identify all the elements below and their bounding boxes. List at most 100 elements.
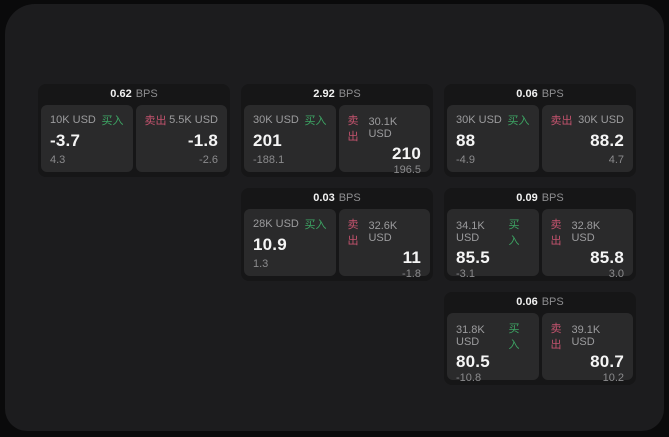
sell-amount: 32.8K USD	[571, 220, 601, 244]
bps-unit-label: BPS	[338, 88, 361, 100]
card-panels: 28K USD 买入 10.9 1.3 卖出 32.6K USD 11 -1.8	[244, 209, 430, 280]
sell-panel[interactable]: 卖出 30.1K USD 210 196.5	[338, 105, 430, 176]
buy-change: -3.1	[456, 268, 475, 280]
buy-price: 88	[456, 131, 476, 150]
quote-card-grid: 0.62 BPS 10K USD 买入 -3.7 4.3 卖出 5.5K USD	[38, 84, 636, 385]
buy-label: 买入	[101, 115, 124, 127]
buy-amount: 30K USD	[253, 114, 299, 126]
sell-panel-header: 卖出 30K USD	[551, 112, 625, 128]
sell-amount: 39.1K USD	[571, 324, 601, 348]
buy-price: 201	[253, 131, 282, 150]
buy-change: -4.9	[456, 154, 475, 166]
sell-panel[interactable]: 卖出 32.6K USD 11 -1.8	[338, 209, 430, 280]
buy-panel-header: 34.1K USD 买入	[456, 216, 530, 248]
buy-panel[interactable]: 28K USD 买入 10.9 1.3	[244, 209, 336, 276]
bps-value: 0.03	[313, 192, 335, 204]
buy-panel-header: 30K USD 买入	[456, 112, 530, 128]
quote-card: 0.09 BPS 34.1K USD 买入 85.5 -3.1 卖出 32.8K…	[444, 188, 636, 281]
app-window: 0.62 BPS 10K USD 买入 -3.7 4.3 卖出 5.5K USD	[5, 4, 664, 431]
sell-change: -2.6	[199, 154, 218, 166]
sell-label: 卖出	[550, 115, 573, 127]
sell-label: 卖出	[550, 219, 562, 247]
buy-panel-header: 28K USD 买入	[253, 216, 327, 232]
sell-change: 4.7	[608, 154, 624, 166]
bps-value: 0.62	[110, 88, 132, 100]
buy-price: 80.5	[456, 352, 490, 371]
buy-change: 1.3	[253, 258, 269, 270]
sell-change: -1.8	[402, 268, 421, 280]
buy-amount: 31.8K USD	[456, 324, 485, 348]
sell-panel[interactable]: 卖出 39.1K USD 80.7 10.2	[541, 313, 633, 384]
buy-panel[interactable]: 10K USD 买入 -3.7 4.3	[41, 105, 133, 172]
bps-value: 0.06	[516, 296, 538, 308]
bps-unit-label: BPS	[135, 88, 158, 100]
sell-price: -1.8	[187, 131, 218, 150]
card-header: 0.03 BPS	[244, 188, 430, 209]
sell-label: 卖出	[550, 323, 562, 351]
buy-amount: 10K USD	[50, 114, 96, 126]
buy-change: -188.1	[253, 154, 285, 166]
quote-card: 0.03 BPS 28K USD 买入 10.9 1.3 卖出 32.6K US…	[241, 188, 433, 281]
buy-change: -10.8	[456, 372, 482, 384]
sell-change: 10.2	[602, 372, 624, 384]
buy-panel[interactable]: 30K USD 买入 201 -188.1	[244, 105, 336, 172]
sell-price: 85.8	[590, 248, 624, 267]
bps-unit-label: BPS	[541, 192, 564, 204]
card-panels: 10K USD 买入 -3.7 4.3 卖出 5.5K USD -1.8 -2.…	[41, 105, 227, 172]
buy-panel-header: 30K USD 买入	[253, 112, 327, 128]
sell-price: 80.7	[590, 352, 624, 371]
sell-panel[interactable]: 卖出 32.8K USD 85.8 3.0	[541, 209, 633, 280]
card-header: 2.92 BPS	[244, 84, 430, 105]
card-panels: 30K USD 买入 201 -188.1 卖出 30.1K USD 210 1…	[244, 105, 430, 176]
sell-panel[interactable]: 卖出 30K USD 88.2 4.7	[541, 105, 633, 172]
buy-change: 4.3	[50, 154, 66, 166]
buy-label: 买入	[508, 323, 520, 351]
sell-label: 卖出	[347, 219, 359, 247]
buy-amount: 28K USD	[253, 218, 299, 230]
quote-card: 0.06 BPS 31.8K USD 买入 80.5 -10.8 卖出 39.1…	[444, 292, 636, 385]
quote-card: 0.06 BPS 30K USD 买入 88 -4.9 卖出 30K USD	[444, 84, 636, 177]
sell-change: 196.5	[393, 164, 421, 176]
card-header: 0.62 BPS	[41, 84, 227, 105]
buy-price: 10.9	[253, 235, 287, 254]
sell-amount: 30.1K USD	[368, 116, 398, 140]
buy-price: 85.5	[456, 248, 490, 267]
sell-label: 卖出	[144, 115, 167, 127]
sell-panel-header: 卖出 5.5K USD	[145, 112, 219, 128]
quote-card: 2.92 BPS 30K USD 买入 201 -188.1 卖出 30.1K …	[241, 84, 433, 177]
sell-panel[interactable]: 卖出 5.5K USD -1.8 -2.6	[135, 105, 227, 172]
buy-label: 买入	[508, 219, 520, 247]
sell-price: 88.2	[590, 131, 624, 150]
sell-price: 210	[392, 144, 421, 163]
buy-panel-header: 31.8K USD 买入	[456, 320, 530, 352]
bps-value: 2.92	[313, 88, 335, 100]
sell-panel-header: 卖出 39.1K USD	[551, 320, 625, 352]
bps-unit-label: BPS	[541, 88, 564, 100]
sell-amount: 32.6K USD	[368, 220, 398, 244]
sell-amount: 5.5K USD	[169, 114, 218, 126]
sell-change: 3.0	[608, 268, 624, 280]
buy-panel-header: 10K USD 买入	[50, 112, 124, 128]
buy-label: 买入	[507, 115, 530, 127]
card-header: 0.09 BPS	[447, 188, 633, 209]
card-header: 0.06 BPS	[447, 292, 633, 313]
buy-panel[interactable]: 31.8K USD 买入 80.5 -10.8	[447, 313, 539, 384]
card-panels: 30K USD 买入 88 -4.9 卖出 30K USD 88.2 4.7	[447, 105, 633, 172]
bps-unit-label: BPS	[338, 192, 361, 204]
buy-amount: 30K USD	[456, 114, 502, 126]
buy-panel[interactable]: 30K USD 买入 88 -4.9	[447, 105, 539, 172]
sell-panel-header: 卖出 32.8K USD	[551, 216, 625, 248]
buy-panel[interactable]: 34.1K USD 买入 85.5 -3.1	[447, 209, 539, 280]
buy-label: 买入	[304, 219, 327, 231]
card-panels: 31.8K USD 买入 80.5 -10.8 卖出 39.1K USD 80.…	[447, 313, 633, 384]
buy-price: -3.7	[50, 131, 81, 150]
bps-value: 0.09	[516, 192, 538, 204]
sell-panel-header: 卖出 30.1K USD	[348, 112, 422, 144]
sell-price: 11	[402, 248, 421, 267]
bps-unit-label: BPS	[541, 296, 564, 308]
sell-panel-header: 卖出 32.6K USD	[348, 216, 422, 248]
card-panels: 34.1K USD 买入 85.5 -3.1 卖出 32.8K USD 85.8…	[447, 209, 633, 280]
buy-amount: 34.1K USD	[456, 220, 485, 244]
sell-label: 卖出	[347, 115, 359, 143]
sell-amount: 30K USD	[578, 114, 624, 126]
